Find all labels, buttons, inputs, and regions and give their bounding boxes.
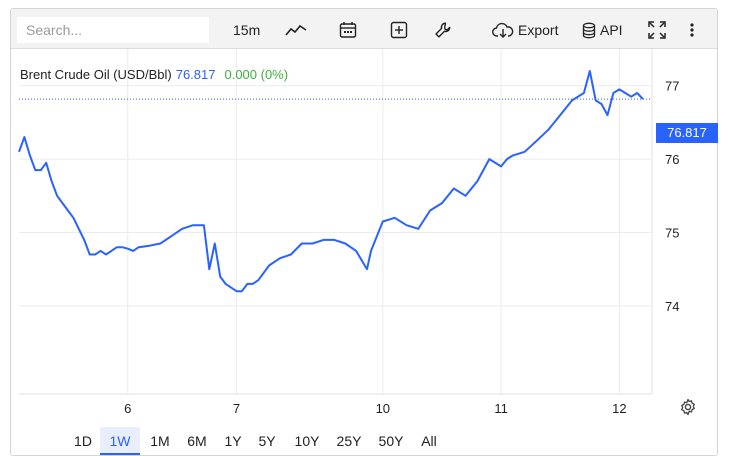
tools-button[interactable] [434, 17, 452, 43]
x-tick-label: 6 [124, 401, 131, 416]
range-6m[interactable]: 6M [187, 433, 207, 449]
plus-box-icon [390, 21, 408, 39]
date-range-button[interactable] [339, 17, 357, 43]
range-5y[interactable]: 5Y [258, 433, 276, 449]
fullscreen-icon [648, 21, 666, 39]
x-tick-label: 7 [233, 401, 240, 416]
gear-icon[interactable] [679, 398, 697, 416]
range-1w[interactable]: 1W [109, 433, 131, 449]
y-tick-label: 77 [665, 79, 679, 94]
chart-grid [19, 49, 653, 395]
y-tick-label: 76 [665, 152, 679, 167]
price-change: 0.000 (0%) [224, 67, 289, 82]
range-1y[interactable]: 1Y [224, 433, 242, 449]
x-tick-label: 11 [494, 401, 508, 416]
range-all[interactable]: All [421, 433, 437, 449]
more-vertical-icon [690, 23, 694, 37]
api-button[interactable]: API [582, 17, 623, 43]
symbol-name: Brent Crude Oil (USD/Bbl) [20, 67, 172, 82]
axis-labels: 74 75 76 77 6 7 10 11 12 [124, 79, 679, 416]
series-line [18, 70, 644, 293]
x-tick-label: 12 [612, 401, 626, 416]
chart-widget: 15m [10, 8, 718, 456]
fullscreen-button[interactable] [648, 17, 666, 43]
api-label: API [600, 22, 623, 38]
price-chart[interactable]: 74 75 76 77 6 7 10 11 12 [11, 49, 717, 425]
export-button[interactable]: Export [492, 17, 558, 43]
range-25y[interactable]: 25Y [336, 433, 362, 449]
compare-button[interactable] [390, 17, 408, 43]
calendar-icon [339, 22, 357, 38]
search-input[interactable] [17, 17, 209, 43]
database-icon [582, 22, 596, 38]
range-10y[interactable]: 10Y [294, 433, 320, 449]
range-1d[interactable]: 1D [74, 433, 92, 449]
more-button[interactable] [689, 17, 695, 43]
range-1m[interactable]: 1M [150, 433, 170, 449]
wrench-icon [435, 22, 451, 38]
line-chart-icon [285, 24, 307, 36]
current-price: 76.817 [175, 67, 216, 82]
active-range-highlight [100, 427, 140, 455]
range-selector: 1D 1W 1M 6M 1Y 5Y 10Y 25Y 50Y All [11, 427, 717, 455]
interval-button[interactable]: 15m [233, 17, 260, 43]
last-price-tag: 76.817 [656, 123, 718, 143]
export-label: Export [518, 22, 559, 38]
chart-type-button[interactable] [285, 17, 307, 43]
chart-legend: Brent Crude Oil (USD/Bbl) 76.817 0.000 (0%… [20, 67, 288, 82]
x-tick-label: 10 [376, 401, 390, 416]
y-tick-label: 75 [665, 226, 679, 241]
interval-label: 15m [233, 22, 261, 38]
active-range-underline [100, 453, 140, 455]
y-tick-label: 74 [665, 299, 679, 314]
range-50y[interactable]: 50Y [378, 433, 404, 449]
toolbar: 15m [11, 9, 717, 49]
cloud-download-icon [492, 22, 514, 38]
